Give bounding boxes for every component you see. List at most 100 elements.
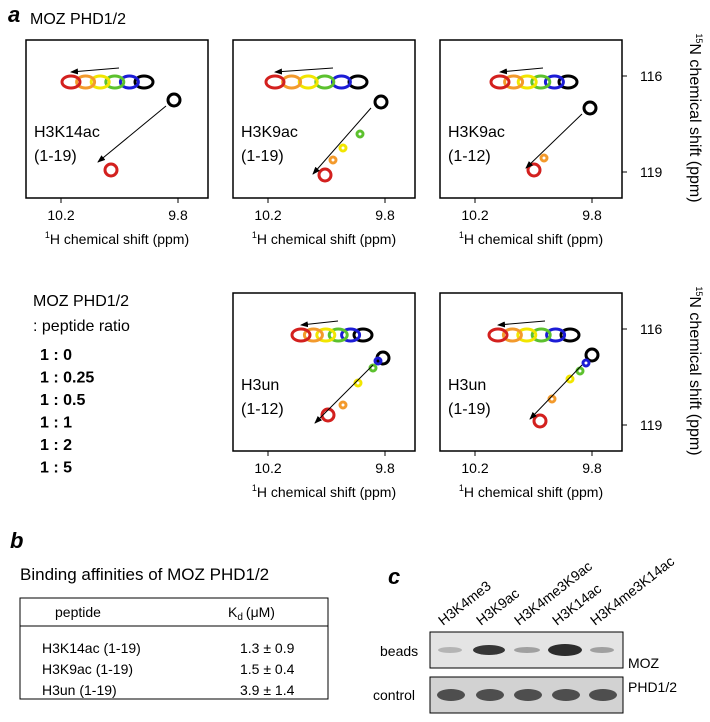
nmr-peak [368,363,378,373]
nmr-peak [328,155,338,165]
x-tick-label: 9.8 [375,207,395,223]
x-tick-label: 10.2 [47,207,74,223]
axis-label: H chemical shift (ppm) [257,484,396,500]
table-header: peptide [55,604,101,620]
blot-beads [429,631,624,669]
nmr-peak [315,327,337,343]
table-title: Binding affinities of MOZ PHD1/2 [20,565,269,584]
spectrum-frame [25,39,209,199]
nmr-peak [340,327,362,343]
nmr-peak [539,153,549,163]
legend-ratio: 1 : 5 [40,460,72,477]
kd-unit: (μM) [246,604,275,620]
nmr-peak [89,74,111,90]
table-cell: H3K9ac (1-19) [42,661,133,677]
peptide-label: H3K9ac [448,124,505,141]
axis-label: H chemical shift (ppm) [50,231,189,247]
nmr-peak [353,378,363,388]
nmr-peak [338,400,348,410]
y-tick-label: 116 [640,321,663,337]
nmr-peak [166,92,182,108]
table-cell: 1.5 ± 0.4 [240,661,295,677]
spectrum-frame [439,39,623,199]
shift-arrow [97,105,167,163]
spectrum: H3un (1-12) 10.2 9.8 1H chemical shift (ppm) [232,292,416,500]
nmr-peak [575,366,585,376]
x-axis-label: 1H chemical shift (ppm) [252,230,396,247]
x-axis-label: 1H chemical shift (ppm) [459,483,603,500]
legend-title: MOZ PHD1/2 [33,293,129,310]
legend-ratio: 1 : 0.25 [40,370,94,387]
table-cell: H3K14ac (1-19) [42,640,141,656]
spectrum-frame [232,292,416,452]
panel-label: a [8,2,20,27]
shift-arrow [497,320,546,328]
legend-ratio: 1 : 0.5 [40,392,85,409]
nmr-peak [355,129,365,139]
peptide-label: H3K14ac [34,124,100,141]
x-axis-label: 1H chemical shift (ppm) [459,230,603,247]
spectrum: H3K9ac (1-19) 10.2 9.8 1H chemical shift (pp… [232,39,416,247]
nmr-peak [582,100,598,116]
table-header: Kd (μM) [228,604,275,623]
x-tick-label: 10.2 [461,207,488,223]
nmr-peak [338,143,348,153]
nmr-peak [557,74,579,90]
nmr-peak [559,327,581,343]
legend-subtitle: : peptide ratio [33,318,130,335]
peptide-label: H3un [241,377,279,394]
panel-label: b [10,528,23,553]
nmr-peak [584,347,600,363]
shift-arrow [274,67,334,75]
nmr-peak [530,327,552,343]
blot-bands [437,644,617,701]
y-axis-label: 15N chemical shift (ppm) [686,33,704,202]
x-tick-label: 10.2 [254,460,281,476]
x-tick-label: 9.8 [582,460,602,476]
nmr-peak [352,327,374,343]
shift-arrow [312,107,372,175]
x-tick-label: 10.2 [254,207,281,223]
nmr-peak [373,94,389,110]
table-cell: H3un (1-19) [42,682,117,698]
protein-label: PHD1/2 [628,679,677,695]
nmr-peak [487,327,509,343]
peptide-range: (1-19) [241,148,284,165]
nmr-peak [290,327,312,343]
legend-ratio: 1 : 2 [40,437,72,454]
legend-ratio: 1 : 0 [40,347,72,364]
shift-arrow [499,67,544,75]
nmr-peak [545,327,567,343]
peptide-label: H3un [448,377,486,394]
panel-title: MOZ PHD1/2 [30,11,126,28]
spectrum: H3un (1-19) 10.2 9.8 1H chemical shift (ppm)… [439,286,704,500]
peptide-range: (1-19) [34,148,77,165]
shift-arrow [300,320,339,328]
spectrum: H3K9ac (1-12) 10.2 9.8 1H chemical shift (pp… [439,33,704,247]
protein-label: MOZ [628,655,660,671]
x-tick-label: 9.8 [375,460,395,476]
kd-subscript: d [237,612,243,623]
nmr-peak [501,327,523,343]
shift-arrow [529,364,583,420]
nmr-peak [264,74,286,90]
nmr-peak [532,413,548,429]
axis-label: H chemical shift (ppm) [257,231,396,247]
nmr-peak [516,327,538,343]
y-axis-label: 15N chemical shift (ppm) [686,286,704,455]
shift-arrow [525,113,583,169]
shift-arrow [70,67,120,75]
superscript: 1 [459,230,464,240]
nmr-peak [327,327,349,343]
nmr-peak [581,358,591,368]
superscript: 15 [694,33,704,43]
superscript: 1 [45,230,50,240]
nmr-peak [118,74,140,90]
y-tick-label: 119 [640,164,663,180]
nmr-peak [60,74,82,90]
nmr-peak [526,162,542,178]
nmr-peak [565,374,575,384]
peptide-range: (1-19) [448,401,491,418]
y-tick-label: 116 [640,68,663,84]
